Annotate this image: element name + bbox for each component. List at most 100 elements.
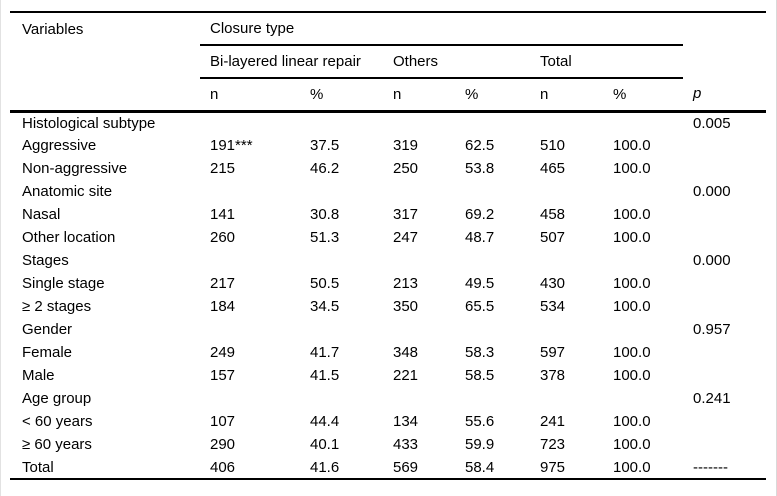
cell-total-pct [603,249,683,272]
cell-total-n: 975 [530,456,603,480]
table-row: Histological subtype 0.005 [10,111,766,134]
cell-variable-label: Other location [22,229,116,246]
cell-total-pct: 100.0 [603,456,683,480]
cell-total-pct [603,180,683,203]
cell-p-value [683,433,766,456]
cell-bilayered-pct: 37.5 [310,137,340,154]
cell-others-n [383,180,455,203]
cell-bilayered-pct: 44.4 [310,413,340,430]
cell-total-n [530,318,603,341]
cell-variable-label: Histological subtype [22,114,156,132]
cell-total-pct: 100.0 [613,298,651,315]
cell-variable-label: ≥ 2 stages [22,298,92,315]
col-header-p: p [683,78,766,113]
col-header-n3: n [530,78,603,113]
cell-total-n [530,387,603,410]
cell-total-n [530,249,603,272]
cell-p-value [683,157,766,180]
cell-total-pct: 100.0 [613,206,651,223]
col-header-n2: n [383,78,455,113]
cell-p-value [683,410,766,433]
cell-total-n: 534 [540,298,566,315]
cell-variable-label: Male [22,367,55,384]
table-row: Other location 260 51.3 247 48.7 507 100… [10,226,766,249]
cell-variable-label: Single stage [22,275,105,292]
cell-total-n: 465 [540,160,566,177]
cell-bilayered-pct: 41.6 [300,456,383,480]
cell-bilayered-n: 107 [210,413,236,430]
cell-others-n: 433 [393,436,419,453]
cell-others-n: 221 [393,367,419,384]
cell-variable-label: Aggressive [22,137,97,154]
cell-bilayered-pct: 30.8 [310,206,340,223]
cell-bilayered-n: 217 [210,275,236,292]
cell-bilayered-pct: 41.5 [310,367,340,384]
cell-bilayered-pct: 40.1 [310,436,340,453]
cell-bilayered-n: 141 [210,206,236,223]
cell-bilayered-pct [300,318,383,341]
cell-others-n: 250 [393,160,419,177]
col-header-total: Total [530,45,683,79]
cell-others-pct: 69.2 [465,206,495,223]
cell-bilayered-n: 260 [210,229,236,246]
cell-p-value [683,341,766,364]
table-row: Nasal 141 30.8 317 69.2 458 100.0 [10,203,766,226]
cell-others-pct: 58.5 [465,367,495,384]
col-header-closure-type: Closure type [200,12,683,46]
cell-bilayered-n: 215 [210,160,236,177]
cell-total-pct: 100.0 [613,344,651,361]
cell-others-n [383,387,455,410]
cell-variable-label: ≥ 60 years [22,436,92,453]
cell-p-value: 0.957 [693,321,731,338]
col-header-pct1: % [300,78,383,113]
cell-variable-label: Non-aggressive [22,160,128,177]
cell-p-value: 0.000 [693,183,731,200]
cell-bilayered-n [200,387,300,410]
cell-bilayered-n [200,249,300,272]
table-row: Single stage 217 50.5 213 49.5 430 100.0 [10,272,766,295]
cell-others-pct: 49.5 [465,275,495,292]
cell-bilayered-pct: 34.5 [310,298,340,315]
cell-total-pct [603,318,683,341]
cell-variable-label: Age group [22,390,92,407]
table-row: Anatomic site 0.000 [10,180,766,203]
cell-others-pct [455,387,530,410]
cell-total-n: 723 [540,436,566,453]
cell-bilayered-n [200,111,300,134]
cell-others-pct: 62.5 [465,137,495,154]
table-row: Female 249 41.7 348 58.3 597 100.0 [10,341,766,364]
col-header-n1: n [200,78,300,113]
cell-total-n [530,180,603,203]
cell-total-pct: 100.0 [613,413,651,430]
col-header-bilayered-linear-repair: Bi-layered linear repair [200,45,383,79]
cell-total-n: 241 [540,413,566,430]
cell-total-pct: 100.0 [613,436,651,453]
cell-variable-label: < 60 years [22,413,93,430]
cell-others-pct: 55.6 [465,413,495,430]
cell-p-value [683,134,766,157]
cell-bilayered-pct [300,387,383,410]
cell-total-n: 378 [540,367,566,384]
cell-p-value [683,203,766,226]
cell-others-n: 317 [393,206,419,223]
cell-others-pct: 58.4 [455,456,530,480]
cell-total-n: 430 [540,275,566,292]
cell-bilayered-n: 290 [210,436,236,453]
cell-bilayered-n: 249 [210,344,236,361]
cell-total-pct: 100.0 [613,367,651,384]
table-row: < 60 years 107 44.4 134 55.6 241 100.0 [10,410,766,433]
cell-total-n: 458 [540,206,566,223]
cell-p-value: 0.241 [693,390,731,407]
cell-p-value [683,226,766,249]
cell-p-value: 0.005 [693,114,731,132]
cell-total-pct [603,111,683,134]
cell-total-n [530,111,603,134]
table-row: Aggressive 191*** 37.5 319 62.5 510 100.… [10,134,766,157]
cell-others-pct: 65.5 [465,298,495,315]
cell-bilayered-n: 184 [210,298,236,315]
cell-variable-label: Total [10,456,200,480]
cell-others-n [383,318,455,341]
cell-bilayered-n [200,318,300,341]
cell-total-pct: 100.0 [613,229,651,246]
cell-bilayered-pct: 50.5 [310,275,340,292]
